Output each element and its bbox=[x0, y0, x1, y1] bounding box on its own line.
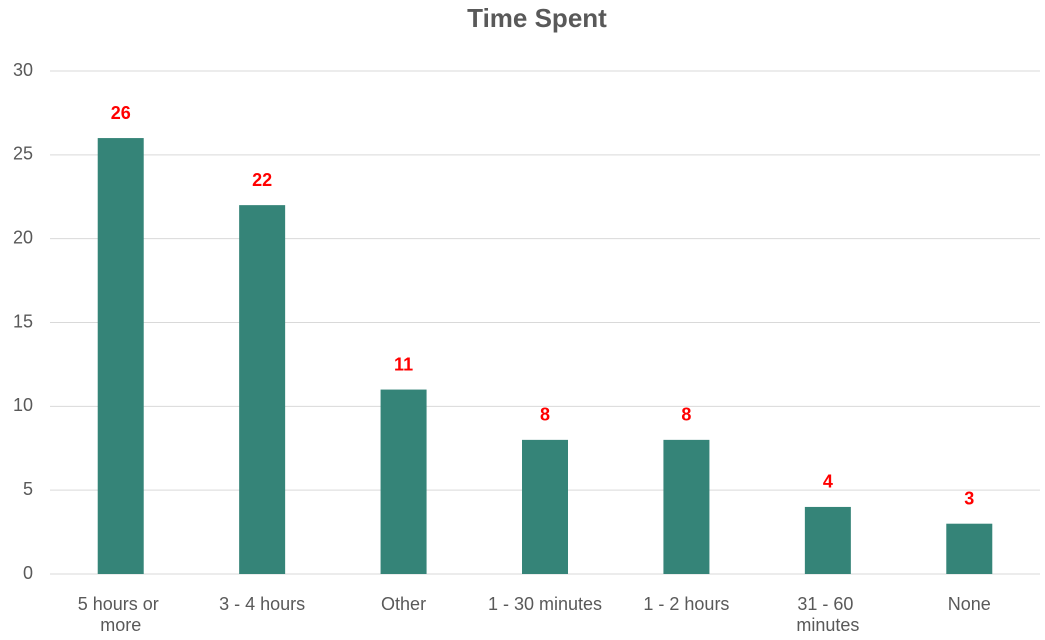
y-tick-label: 0 bbox=[23, 563, 33, 583]
y-tick-label: 5 bbox=[23, 479, 33, 499]
x-tick-label: 5 hours or more bbox=[78, 594, 164, 635]
bar bbox=[946, 523, 993, 574]
data-label: 8 bbox=[681, 405, 691, 425]
data-label: 22 bbox=[252, 170, 272, 190]
x-tick-label: Other bbox=[381, 594, 426, 614]
bar bbox=[239, 205, 286, 574]
x-tick-label: 1 - 2 hours bbox=[643, 594, 729, 614]
x-tick-label: 31 - 60 minutes bbox=[796, 594, 859, 635]
bar bbox=[663, 439, 710, 574]
data-label: 26 bbox=[111, 103, 131, 123]
bar bbox=[522, 439, 568, 574]
bar bbox=[804, 506, 851, 574]
x-tick-label: 1 - 30 minutes bbox=[488, 594, 602, 614]
y-tick-label: 15 bbox=[13, 311, 33, 331]
y-tick-label: 25 bbox=[13, 144, 33, 164]
x-tick-label: None bbox=[948, 594, 991, 614]
data-label: 11 bbox=[394, 354, 413, 374]
data-label: 8 bbox=[540, 405, 550, 425]
x-tick-label: 3 - 4 hours bbox=[219, 594, 305, 614]
y-tick-label: 10 bbox=[13, 395, 33, 415]
y-tick-label: 20 bbox=[13, 227, 33, 247]
bar bbox=[380, 389, 427, 574]
chart-title: Time Spent bbox=[467, 3, 607, 33]
bar bbox=[97, 138, 144, 575]
data-label: 4 bbox=[823, 472, 833, 492]
data-label: 3 bbox=[964, 488, 974, 508]
y-tick-label: 30 bbox=[13, 60, 33, 80]
